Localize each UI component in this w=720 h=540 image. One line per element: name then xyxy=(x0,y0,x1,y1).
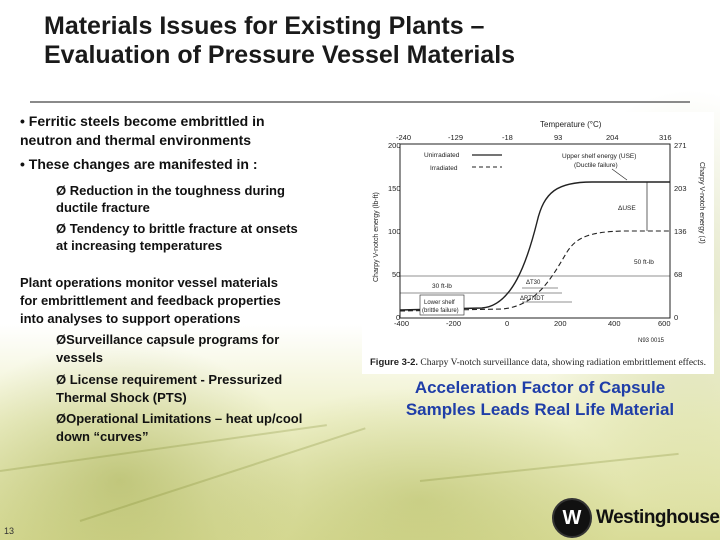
operations-item-1: ØSurveillance capsule programs for xyxy=(56,332,280,347)
title-divider xyxy=(30,101,690,103)
fifty-ftlb-label: 50 ft-lb xyxy=(634,259,654,266)
bottom-tick: 400 xyxy=(608,319,621,328)
plot-frame xyxy=(399,143,671,319)
left-tick: 150 xyxy=(388,184,401,193)
figure-code: N93 0015 xyxy=(638,338,665,344)
use-sublabel: (Ductile failure) xyxy=(574,162,618,169)
right-tick: 203 xyxy=(674,184,687,193)
legend-unirradiated: Unirradiated xyxy=(424,152,460,159)
acceleration-line-2: Samples Leads Real Life Material xyxy=(405,400,675,419)
use-pointer xyxy=(611,168,628,181)
westinghouse-emblem-icon: W xyxy=(552,498,592,538)
top-tick: -240 xyxy=(396,133,411,142)
left-tick: 0 xyxy=(396,313,400,322)
figure-caption-prefix: Figure 3-2. xyxy=(370,357,419,368)
lower-shelf-box xyxy=(419,294,465,316)
left-tick: 200 xyxy=(388,141,401,150)
bottom-tick: -400 xyxy=(394,319,409,328)
right-tick: 271 xyxy=(674,141,687,150)
operations-item-2-cont: Thermal Shock (PTS) xyxy=(56,390,187,405)
top-axis-title: Temperature (°C) xyxy=(540,120,602,129)
sub-bullet-2-line-1: Ø Tendency to brittle fracture at onsets xyxy=(56,221,298,236)
westinghouse-logo: W Westinghouse xyxy=(552,497,720,539)
charpy-figure: Temperature (°C) -240 -129 -18 93 204 31… xyxy=(362,112,714,374)
thirty-ftlb-label: 30 ft-lb xyxy=(432,283,452,290)
operations-item-2: Ø License requirement - Pressurized xyxy=(56,372,283,387)
figure-caption-text: Charpy V-notch surveillance data, showin… xyxy=(420,358,706,368)
left-tick: 50 xyxy=(392,270,400,279)
right-tick: 136 xyxy=(674,227,687,236)
right-axis-label: Charpy V-notch energy (J) xyxy=(698,162,705,244)
bottom-tick: 200 xyxy=(554,319,567,328)
bullet-1-line-2: neutron and thermal environments xyxy=(20,132,252,148)
lower-shelf-sublabel: (brittle failure) xyxy=(422,308,459,314)
top-tick: 204 xyxy=(606,133,619,142)
top-tick: 93 xyxy=(554,133,562,142)
operations-item-3-cont: down “curves” xyxy=(56,429,149,444)
bottom-tick: -200 xyxy=(446,319,461,328)
sub-bullet-1-line-2: ductile fracture xyxy=(56,200,150,215)
acceleration-line-1: Acceleration Factor of Capsule xyxy=(414,378,666,397)
operations-item-3: ØOperational Limitations – heat up/cool xyxy=(56,411,303,426)
left-axis-label: Charpy V-notch energy (lb-ft) xyxy=(373,192,380,282)
top-tick: 316 xyxy=(659,133,672,142)
legend-irradiated: Irradiated xyxy=(430,165,458,172)
operations-line-2: for embrittlement and feedback propertie… xyxy=(20,293,281,308)
figure-caption: Figure 3-2. Charpy V-notch surveillance … xyxy=(370,357,715,368)
logo-glyph: W xyxy=(562,506,582,529)
bullet-1-line-1: • Ferritic steels become embrittled in xyxy=(20,113,265,129)
slide-title: Materials Issues for Existing Plants – E… xyxy=(44,12,684,70)
sub-bullet-1-line-1: Ø Reduction in the toughness during xyxy=(56,183,285,198)
operations-line-1: Plant operations monitor vessel material… xyxy=(20,275,278,290)
left-tick: 100 xyxy=(388,227,401,236)
delta-rt-label: ΔRTNDT xyxy=(520,296,545,302)
title-line-2: Evaluation of Pressure Vessel Materials xyxy=(44,41,516,69)
operations-line-3: into analyses to support operations xyxy=(20,311,241,326)
logo-wordmark: Westinghouse xyxy=(596,507,720,528)
operations-item-1-cont: vessels xyxy=(56,350,103,365)
bottom-tick: 0 xyxy=(505,319,509,328)
title-line-1: Materials Issues for Existing Plants – xyxy=(44,12,485,40)
acceleration-factor-text: Acceleration Factor of Capsule Samples L… xyxy=(370,377,710,421)
unirradiated-curve xyxy=(399,181,670,311)
sub-bullet-2-line-2: at increasing temperatures xyxy=(56,238,223,253)
use-label: Upper shelf energy (USE) xyxy=(562,153,636,160)
charpy-chart: Temperature (°C) -240 -129 -18 93 204 31… xyxy=(373,120,705,344)
page-number: 13 xyxy=(4,526,15,536)
bottom-tick: 600 xyxy=(658,319,671,328)
delta-t30-label: ΔT30 xyxy=(526,280,541,286)
top-tick: -129 xyxy=(448,133,463,142)
delta-use-label: ΔUSE xyxy=(618,205,636,212)
irradiated-curve xyxy=(399,230,670,312)
top-tick: -18 xyxy=(502,133,513,142)
bullet-2: • These changes are manifested in : xyxy=(20,156,258,172)
lower-shelf-label: Lower shelf xyxy=(424,300,455,306)
right-tick: 0 xyxy=(674,313,678,322)
right-tick: 68 xyxy=(674,270,682,279)
